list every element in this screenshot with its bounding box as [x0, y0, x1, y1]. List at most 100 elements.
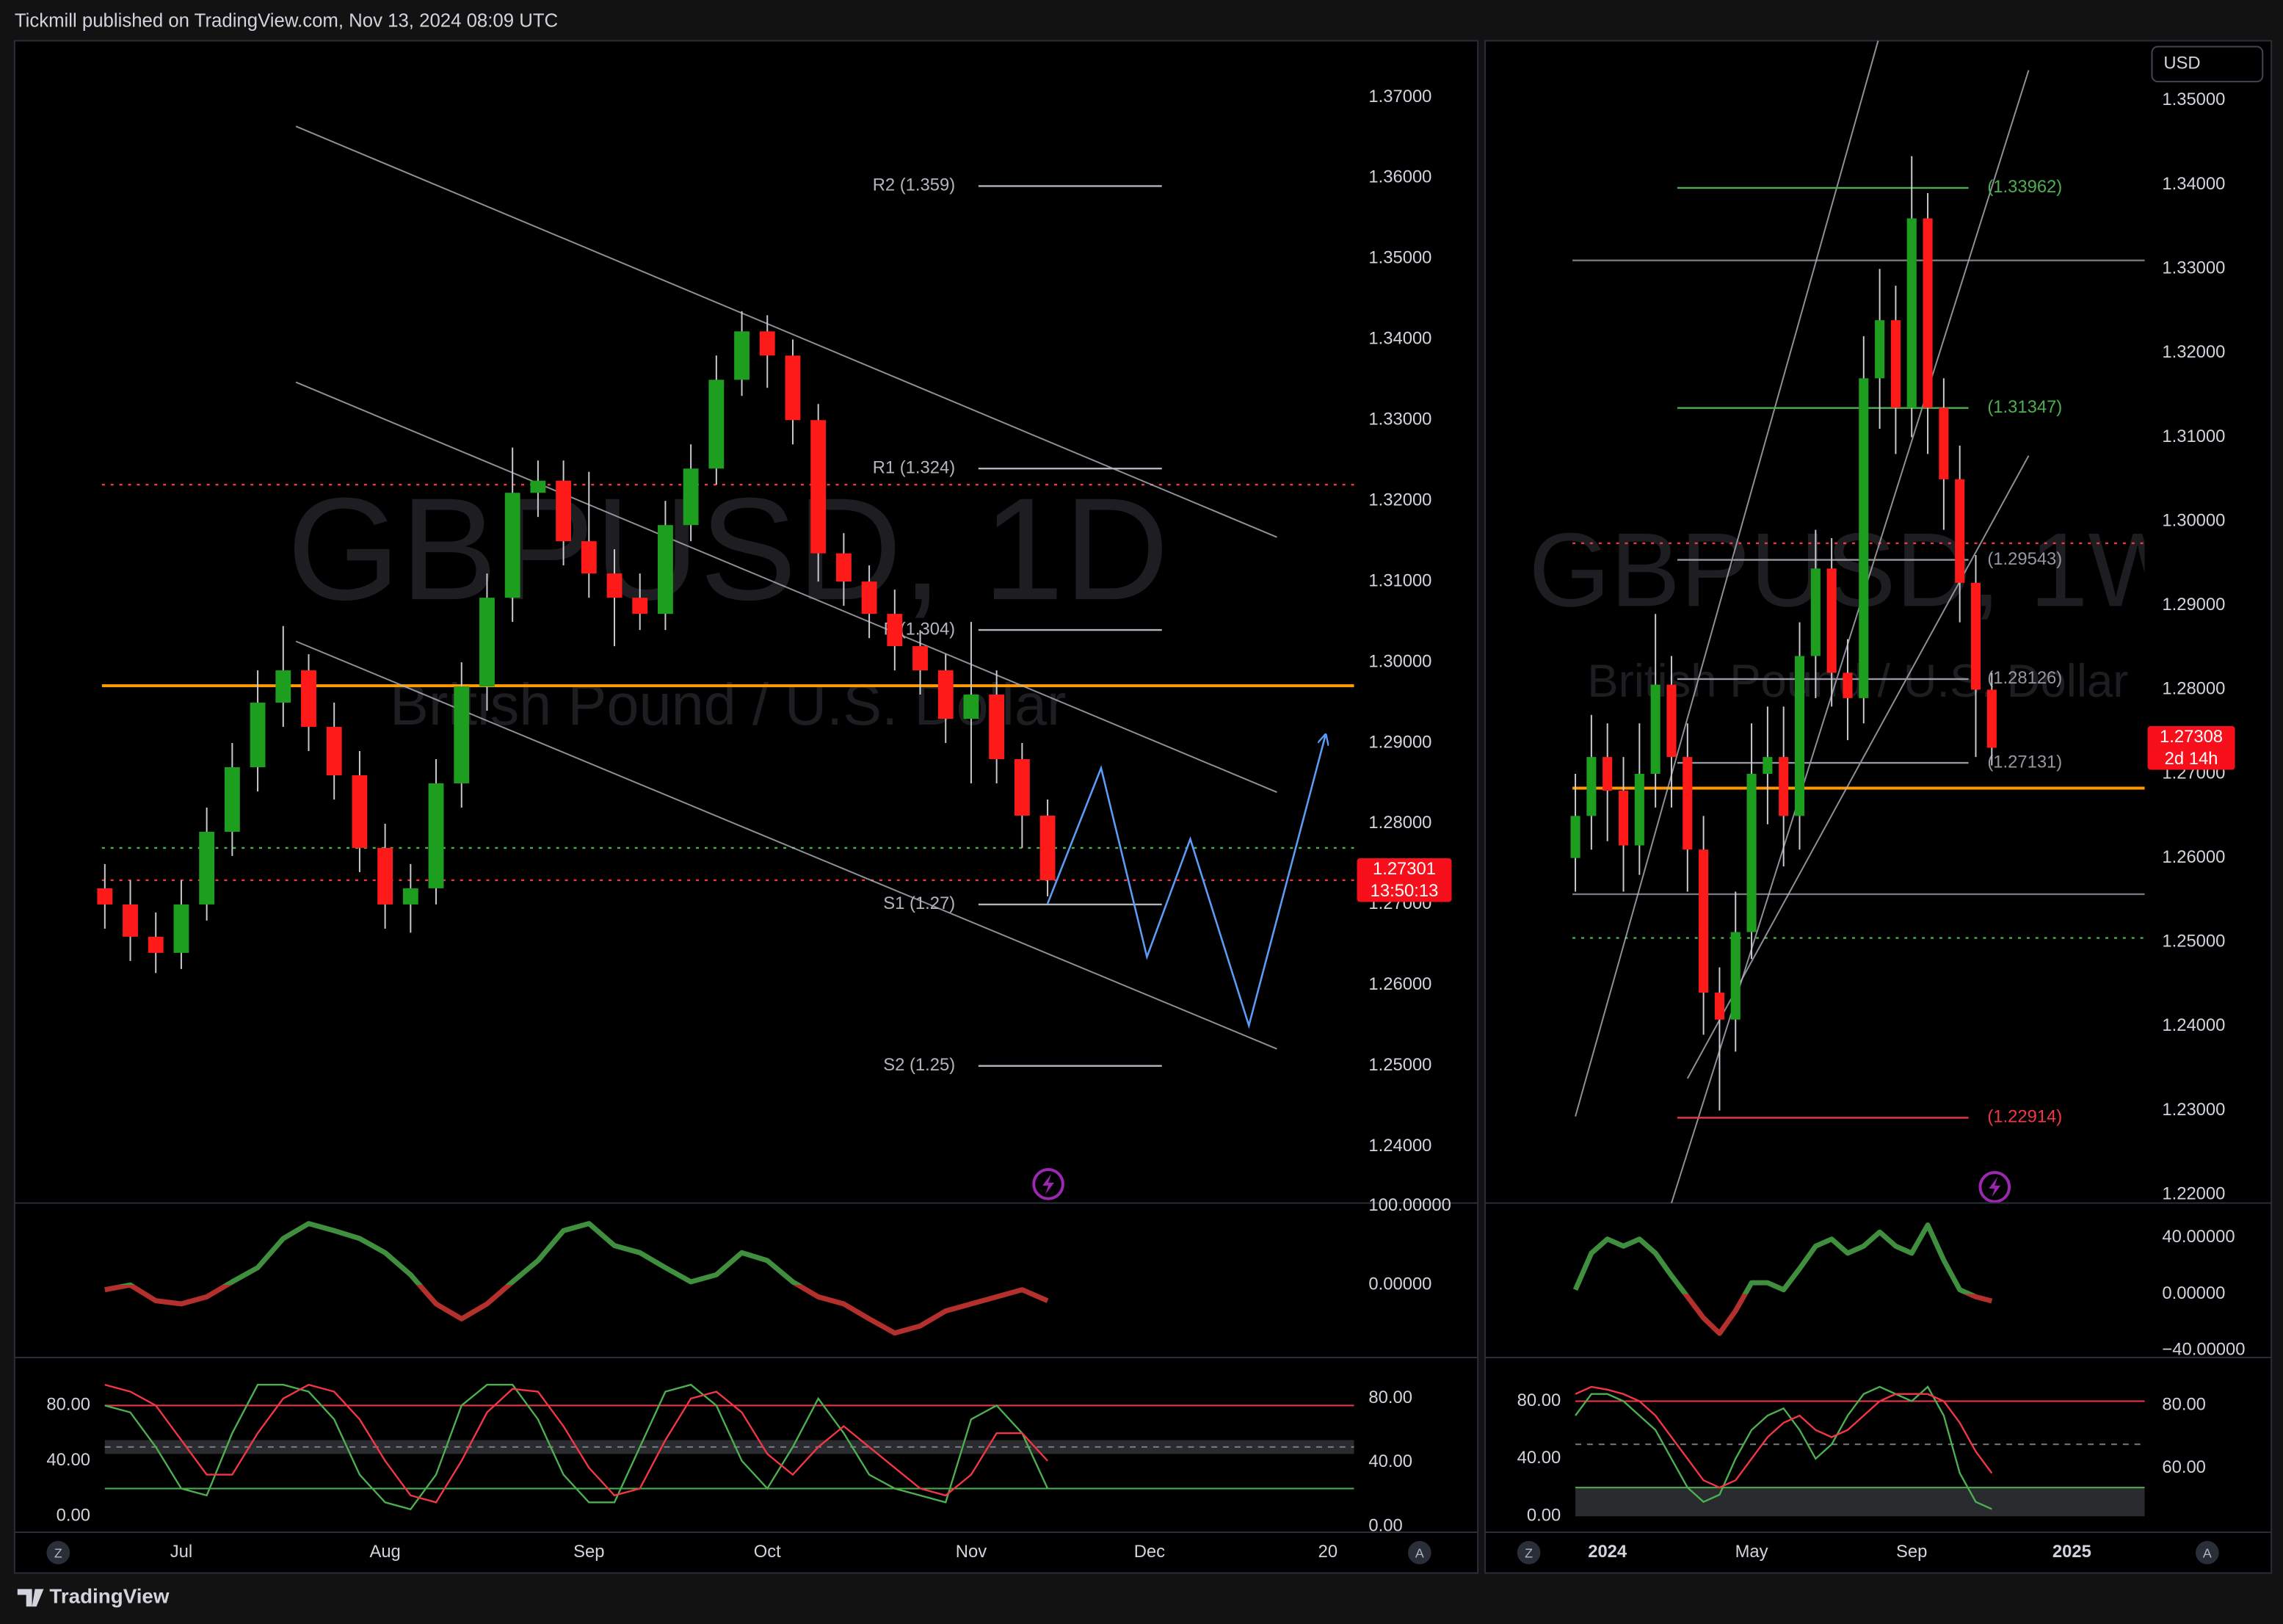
candle-body: [1570, 816, 1580, 858]
last-price-countdown: 2d 14h: [2165, 749, 2218, 769]
y-tick-label: 1.28000: [1368, 813, 1431, 833]
candle-body: [581, 541, 597, 574]
candle-body: [683, 468, 699, 526]
y-tick-label: 1.29000: [2162, 595, 2225, 615]
level-label: (1.27131): [1987, 752, 2062, 772]
candle-body: [912, 646, 928, 671]
y-tick-label: 1.37000: [1368, 87, 1431, 106]
candle-body: [632, 598, 648, 615]
candle-body: [658, 525, 673, 615]
y-tick-label: 1.25000: [2162, 932, 2225, 951]
alert-icon[interactable]: [1978, 1171, 2011, 1203]
candle-body: [1779, 757, 1789, 816]
last-price-label: 1.27308: [2160, 727, 2223, 747]
oscillator-pane: [1572, 1222, 1993, 1336]
candle-body: [123, 904, 138, 937]
oscillator-line: [104, 1221, 1049, 1336]
candle-body: [1826, 568, 1837, 673]
stochastic-tick-label: 80.00: [1517, 1391, 1561, 1410]
candle-body: [1730, 932, 1741, 1020]
button-label: Z: [54, 1545, 62, 1560]
candle-body: [1746, 774, 1757, 932]
candle-body: [301, 670, 316, 728]
level-label: R1 (1.324): [873, 458, 955, 478]
stochastic-tick-label: 40.00: [1517, 1448, 1561, 1468]
button[interactable]: [1407, 1540, 1431, 1565]
trendline: [1575, 40, 1879, 1117]
candle-body: [1039, 815, 1056, 880]
candle-body: [97, 888, 113, 905]
left-panel: [13, 40, 1479, 1574]
alert-bolt: [1042, 1173, 1054, 1195]
watermark: GBPUSD, 1D: [287, 468, 1169, 631]
oscillator-line: [1572, 1222, 1993, 1336]
button[interactable]: [2195, 1540, 2219, 1565]
stochastic-tick-label: 0.00: [57, 1505, 90, 1525]
x-tick-label: Sep: [573, 1542, 604, 1562]
button-label: A: [1415, 1545, 1424, 1560]
candle-body: [352, 775, 368, 848]
candle-body: [1906, 218, 1917, 408]
candle-body: [199, 831, 215, 905]
y-tick-label: 1.31000: [2162, 427, 2225, 446]
button-label: Z: [1525, 1545, 1533, 1560]
y-tick-label: 1.33000: [2162, 258, 2225, 278]
candle-body: [1699, 849, 1709, 993]
stochastic-band: [1575, 1487, 2145, 1517]
alert-bolt: [1989, 1176, 2001, 1197]
logo: [17, 1589, 44, 1607]
candle-body: [1986, 689, 1997, 748]
currency-label: USD: [2163, 54, 2200, 73]
candle-body: [1714, 993, 1724, 1020]
candle-body: [1810, 568, 1821, 656]
oscillator-tick-label: 100.00000: [1368, 1195, 1451, 1215]
y-tick-label: 1.24000: [2162, 1015, 2225, 1035]
y-tick-label: 1.30000: [1368, 651, 1431, 671]
candle-body: [1618, 790, 1629, 846]
candle-body: [148, 936, 164, 953]
stochastic-line: [1575, 1385, 1992, 1510]
candle-body: [1603, 757, 1613, 791]
candle-body: [1666, 684, 1677, 758]
candle-body: [887, 614, 903, 647]
x-tick-label: Aug: [369, 1542, 400, 1562]
stochastic-line: [104, 1383, 1048, 1504]
candle-body: [250, 703, 266, 767]
stochastic-band: [104, 1440, 1354, 1454]
level-label: S1 (1.27): [883, 893, 955, 913]
stochastic-line: [1575, 1385, 1993, 1489]
candle-body: [759, 331, 775, 356]
button[interactable]: [46, 1540, 70, 1565]
candle-body: [556, 480, 571, 542]
candle-body: [1014, 759, 1030, 816]
candle-body: [173, 904, 189, 953]
candle-body: [1923, 218, 1933, 408]
stochastic-tick-label: 80.00: [1368, 1388, 1412, 1407]
footer: TradingView: [17, 1585, 170, 1608]
candle-body: [454, 686, 470, 783]
candle-body: [1763, 757, 1773, 775]
currency-button[interactable]: [2151, 46, 2264, 83]
stochastic-tick-label: 80.00: [2162, 1395, 2206, 1415]
button[interactable]: [1517, 1540, 1541, 1565]
y-tick-label: 1.22000: [2162, 1183, 2225, 1203]
price-pane: GBPUSD, 1D British Pound / U.S. Dollar R2 …: [97, 126, 1354, 1075]
y-tick-label: 1.34000: [1368, 329, 1431, 349]
x-tick-label: Nov: [956, 1542, 987, 1562]
y-tick-label: 1.36000: [1368, 167, 1431, 187]
oscillator-tick-label: −40.00000: [2162, 1339, 2245, 1359]
x-tick-label: 2024: [1588, 1542, 1627, 1562]
candle-body: [1586, 757, 1597, 816]
candle-body: [1939, 407, 1949, 479]
candle-body: [1859, 378, 1869, 698]
x-tick-label: 20: [1318, 1542, 1338, 1562]
level-label: R2 (1.359): [873, 175, 955, 195]
oscillator-tick-label: 0.00000: [2162, 1283, 2225, 1303]
alert-icon[interactable]: [1032, 1168, 1064, 1200]
x-tick-label: Oct: [754, 1542, 781, 1562]
y-tick-label: 1.25000: [1368, 1055, 1431, 1075]
